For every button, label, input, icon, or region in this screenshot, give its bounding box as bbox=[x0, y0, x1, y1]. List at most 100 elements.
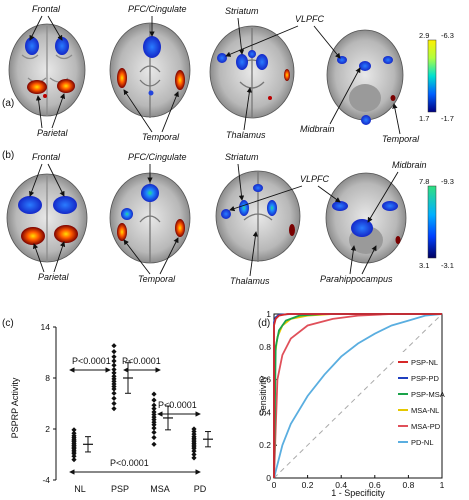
d-xtick-label: 0 bbox=[272, 480, 277, 490]
label-b-striatum: Striatum bbox=[225, 152, 259, 162]
d-xtick-label: 0.8 bbox=[402, 480, 414, 490]
d-legend-entry: PSP-NL bbox=[411, 358, 438, 367]
panel-c: (c) PSPRP Activity -4 2 8 14 NL PSP MSA PD P<0… bbox=[2, 318, 213, 494]
d-xtick-label: 0.4 bbox=[335, 480, 347, 490]
c-point bbox=[111, 370, 117, 376]
c-point bbox=[191, 455, 197, 461]
c-point bbox=[111, 400, 117, 407]
c-point bbox=[191, 426, 197, 432]
c-point bbox=[111, 362, 117, 368]
label-b-thalamus: Thalamus bbox=[230, 276, 270, 286]
c-point bbox=[111, 395, 117, 401]
label-a-vlpfc: VLPFC bbox=[295, 14, 325, 24]
c-y-ticks: -4 2 8 14 bbox=[41, 322, 56, 485]
d-legend-entry: MSA-PD bbox=[411, 422, 441, 431]
c-point bbox=[151, 402, 157, 408]
panel-c-label: (c) bbox=[2, 318, 14, 329]
c-points bbox=[71, 343, 197, 463]
c-point bbox=[111, 373, 117, 379]
c-point bbox=[111, 343, 117, 349]
c-xtick-label: NL bbox=[74, 484, 86, 494]
d-ylabel: Sensitivity bbox=[258, 375, 268, 416]
d-legend-entry: MSA-NL bbox=[411, 406, 439, 415]
pval-nl-pd: P<0.0001 bbox=[110, 458, 149, 468]
panel-d: (d) Sensitivity 1 - Specificity 0 0.2 0.4 0… bbox=[258, 309, 445, 498]
label-a-pfc: PFC/Cingulate bbox=[128, 4, 187, 14]
cbar-a-pos-max: 2.9 bbox=[419, 31, 429, 40]
c-point bbox=[151, 406, 157, 412]
label-a-parietal: Parietal bbox=[37, 128, 69, 138]
brain-b1 bbox=[6, 173, 88, 263]
pval-psp-msa: P<0.0001 bbox=[122, 356, 161, 366]
c-point bbox=[151, 425, 157, 431]
d-legend-entry: PD-NL bbox=[411, 438, 434, 447]
c-error-bars bbox=[83, 362, 213, 453]
c-point bbox=[111, 349, 117, 355]
c-point bbox=[71, 430, 77, 436]
c-point bbox=[191, 451, 197, 458]
label-a-striatum: Striatum bbox=[225, 6, 259, 16]
c-ytick-label: 8 bbox=[45, 373, 50, 383]
d-ytick-label: 0.2 bbox=[259, 440, 271, 450]
c-point bbox=[111, 366, 117, 373]
label-a-frontal: Frontal bbox=[32, 4, 61, 14]
c-xtick-label: MSA bbox=[150, 484, 170, 494]
d-xtick-label: 1 bbox=[440, 480, 445, 490]
cbar-a-neg-min: -1.7 bbox=[441, 114, 454, 123]
label-a-midbrain: Midbrain bbox=[300, 124, 335, 134]
label-a-thalamus: Thalamus bbox=[226, 130, 266, 140]
c-point bbox=[71, 457, 77, 463]
c-point bbox=[151, 391, 157, 397]
c-point bbox=[111, 406, 117, 412]
d-ytick-label: 0.4 bbox=[259, 407, 271, 417]
cbar-b-pos-min: 3.1 bbox=[419, 261, 429, 270]
c-point bbox=[71, 427, 77, 433]
label-b-temporal: Temporal bbox=[138, 274, 176, 284]
d-xtick-label: 0.2 bbox=[302, 480, 314, 490]
cbar-a-neg-max: -6.3 bbox=[441, 31, 454, 40]
d-xtick-label: 0.6 bbox=[369, 480, 381, 490]
d-xlabel: 1 - Specificity bbox=[331, 488, 385, 498]
brain-a2 bbox=[109, 22, 191, 118]
c-ytick-label: 14 bbox=[41, 322, 51, 332]
brain-b2 bbox=[109, 172, 191, 264]
colorbar-a: 2.9 1.7 -6.3 -1.7 bbox=[419, 31, 454, 123]
c-ylabel: PSPRP Activity bbox=[10, 377, 20, 438]
label-b-parahippocampus: Parahippocampus bbox=[320, 274, 393, 284]
d-legend-entry: PSP-PD bbox=[411, 374, 440, 383]
label-a-temporal: Temporal bbox=[142, 132, 180, 142]
d-ytick-label: 0.6 bbox=[259, 375, 271, 385]
d-curves bbox=[273, 313, 443, 479]
d-ytick-label: 0 bbox=[266, 473, 271, 483]
c-comparisons: P<0.0001 P<0.0001 P<0.0001 P<0.0001 bbox=[69, 356, 201, 475]
brain-b3 bbox=[215, 170, 301, 262]
c-point bbox=[111, 354, 117, 360]
panel-b: (b) bbox=[2, 150, 454, 286]
c-ytick-label: 2 bbox=[45, 424, 50, 434]
c-ytick-label: -4 bbox=[42, 475, 50, 485]
brain-a3 bbox=[209, 25, 295, 119]
panel-a-label: (a) bbox=[2, 98, 14, 109]
brain-a1 bbox=[8, 23, 86, 117]
d-legend-box bbox=[394, 352, 440, 452]
d-chance-line bbox=[273, 313, 443, 479]
c-point bbox=[111, 358, 117, 364]
d-legend: PSP-NL PSP-PD PSP-MSA MSA-NL MSA-PD PD-NL bbox=[394, 352, 445, 452]
colorbar-b: 7.8 3.1 -9.3 -3.1 bbox=[419, 177, 454, 270]
c-xtick-label: PD bbox=[194, 484, 207, 494]
brain-b4 bbox=[325, 172, 407, 264]
panel-a: (a) bbox=[2, 4, 454, 144]
label-b-midbrain: Midbrain bbox=[392, 160, 427, 170]
label-a-temporal2: Temporal bbox=[382, 134, 420, 144]
c-point bbox=[151, 441, 157, 447]
c-point bbox=[111, 390, 117, 396]
label-b-frontal: Frontal bbox=[32, 152, 61, 162]
c-point bbox=[151, 397, 157, 403]
brain-a4 bbox=[326, 29, 404, 125]
cbar-b-pos-max: 7.8 bbox=[419, 177, 429, 186]
cbar-a-pos-min: 1.7 bbox=[419, 114, 429, 123]
panel-d-label: (d) bbox=[258, 318, 270, 329]
label-b-parietal: Parietal bbox=[38, 272, 70, 282]
cbar-b-neg-min: -3.1 bbox=[441, 261, 454, 270]
